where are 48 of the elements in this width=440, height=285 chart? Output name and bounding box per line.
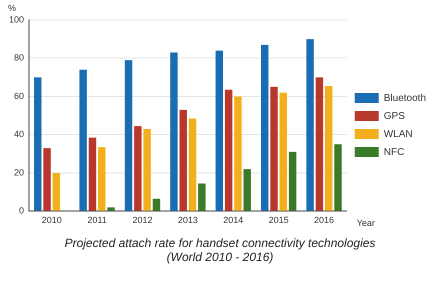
- bar: [316, 77, 324, 211]
- bar: [88, 138, 96, 211]
- bar: [324, 86, 332, 211]
- bar: [52, 172, 60, 211]
- bar: [34, 77, 42, 211]
- bar: [143, 128, 151, 211]
- x-tick-label: 2010: [42, 215, 62, 226]
- x-tick-label: 2011: [87, 215, 107, 226]
- x-tick-label: 2013: [178, 215, 198, 226]
- bar: [244, 169, 251, 211]
- bar: [134, 126, 142, 211]
- bar: [334, 144, 342, 211]
- bar: [107, 207, 115, 211]
- bar: [124, 60, 132, 211]
- x-axis-title: Year: [356, 218, 375, 228]
- bar: [98, 147, 106, 211]
- bar: [306, 39, 314, 211]
- y-axis-title: %: [8, 2, 16, 13]
- bar: [216, 50, 224, 211]
- bar: [152, 198, 160, 211]
- x-tick-label: 2016: [314, 215, 334, 226]
- bar: [170, 52, 178, 211]
- x-tick-label: 2015: [268, 215, 289, 226]
- text: (World 2010 - 2016): [166, 250, 274, 264]
- bar: [224, 90, 232, 211]
- legend-label: WLAN: [384, 128, 413, 140]
- bar: [288, 152, 296, 211]
- legend-label: GPS: [384, 110, 406, 122]
- bar: [234, 96, 242, 211]
- bar: [79, 70, 87, 211]
- bar: [198, 183, 206, 211]
- bar: [43, 148, 51, 211]
- text: Projected attach rate for handset connectivity technologies: [64, 236, 376, 250]
- y-tick-label: 60: [14, 90, 24, 101]
- bar: [270, 86, 278, 211]
- x-tick-label: 2014: [223, 215, 244, 226]
- x-tick-label: 2012: [132, 215, 153, 226]
- bar: [180, 110, 187, 211]
- legend-label: Bluetooth: [384, 92, 426, 104]
- y-tick-label: 80: [14, 52, 24, 63]
- bar: [188, 118, 196, 211]
- legend-label: NFC: [384, 146, 404, 158]
- y-tick-label: 100: [8, 14, 24, 24]
- y-tick-label: 40: [14, 129, 24, 140]
- y-tick-label: 20: [14, 167, 24, 178]
- y-tick-label: 0: [19, 206, 24, 216]
- bar: [280, 92, 288, 211]
- bar: [260, 44, 268, 211]
